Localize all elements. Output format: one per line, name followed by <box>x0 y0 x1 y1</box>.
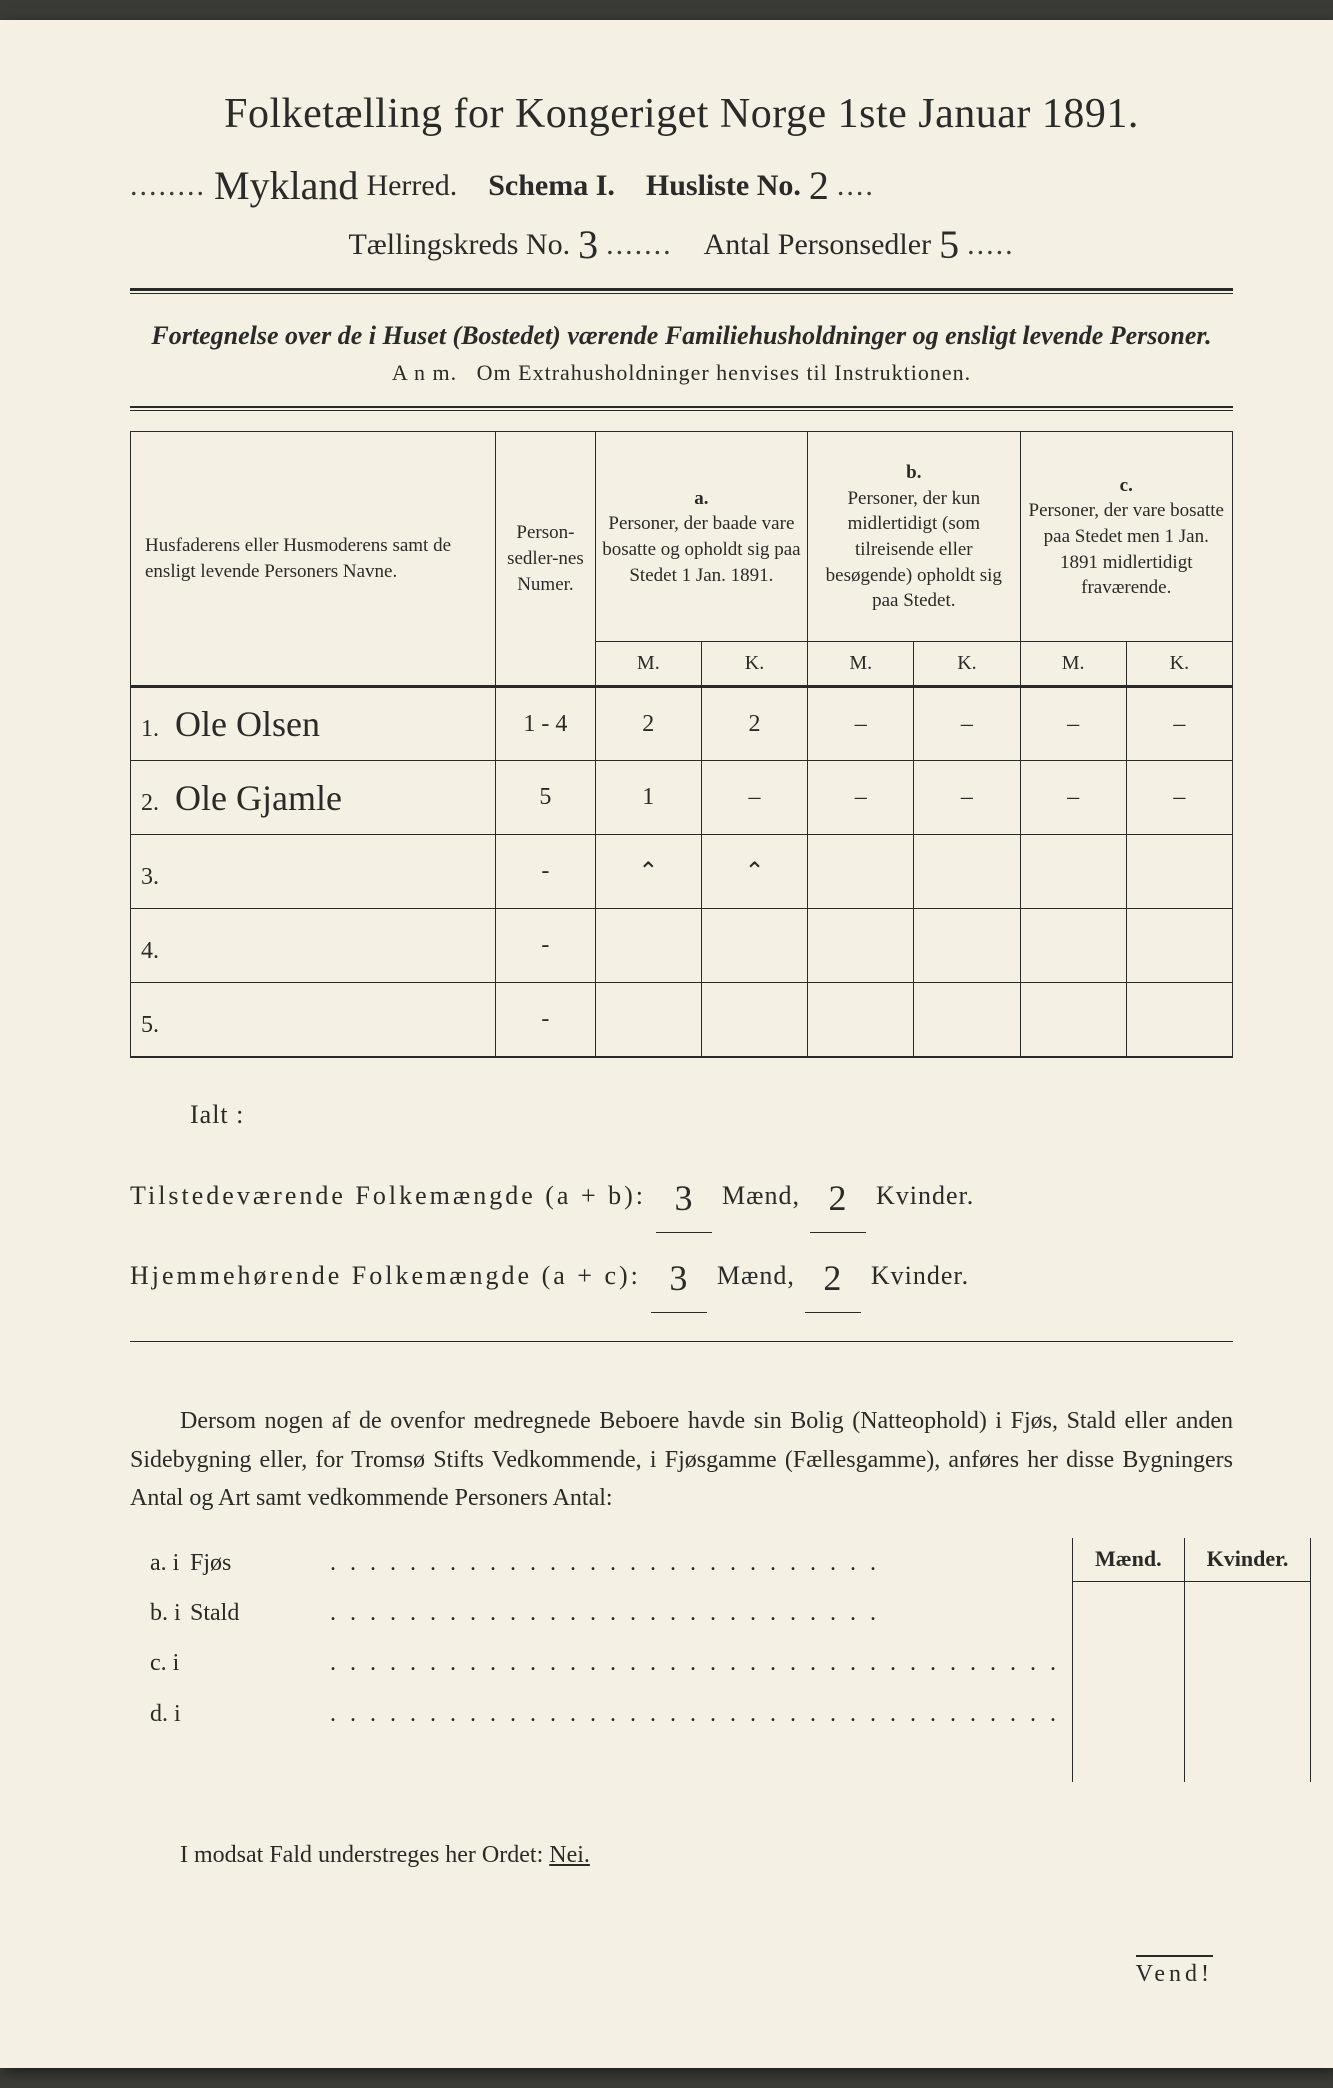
totals-section: Ialt : Tilstedeværende Folkemængde (a + … <box>130 1086 1233 1314</box>
nei-word: Nei. <box>549 1842 590 1868</box>
divider <box>130 288 1233 294</box>
sedler-label: Antal Personsedler <box>704 228 931 262</box>
col-b-m: M. <box>808 642 914 687</box>
list-item: c. i . . . . . . . . . . . . . . . . . .… <box>130 1638 1060 1688</box>
header-line-2: Tællingskreds No. 3 ....... Antal Person… <box>130 217 1233 264</box>
husliste-label: Husliste No. <box>646 169 801 203</box>
anm-note: A n m. Om Extrahusholdninger henvises ti… <box>130 360 1233 386</box>
dots: ..... <box>967 228 1015 262</box>
kreds-label: Tællingskreds No. <box>348 228 570 262</box>
husliste-no: 2 <box>809 162 829 209</box>
table-row: 5. - <box>131 983 1233 1057</box>
household-table: Husfaderens eller Husmoderens samt de en… <box>130 431 1233 1058</box>
list-item: a. i Fjøs . . . . . . . . . . . . . . . … <box>130 1538 1060 1588</box>
total-k1: 2 <box>828 1178 847 1218</box>
list-item: b. i Stald . . . . . . . . . . . . . . .… <box>130 1588 1060 1638</box>
herred-label: Herred. <box>366 169 457 203</box>
vend-label: Vend! <box>1136 1955 1213 1988</box>
herred-handwritten: Mykland <box>214 162 358 209</box>
divider <box>130 1341 1233 1342</box>
col-header-names: Husfaderens eller Husmoderens samt de en… <box>131 432 496 687</box>
nei-line: I modsat Fald understreges her Ordet: Ne… <box>130 1842 1233 1869</box>
col-header-b: b. Personer, der kun midlertidigt (som t… <box>808 432 1020 642</box>
sedler-no: 5 <box>939 221 959 268</box>
table-row: 1. Ole Olsen 1 - 4 2 2 – – – – <box>131 687 1233 761</box>
total-k2: 2 <box>823 1258 842 1298</box>
sidebygning-section: a. i Fjøs . . . . . . . . . . . . . . . … <box>130 1538 1233 1782</box>
col-c-m: M. <box>1020 642 1126 687</box>
table-row: 4. - <box>131 909 1233 983</box>
schema-label: Schema I. <box>488 169 615 203</box>
totals-line-ac: Hjemmehørende Folkemængde (a + c): 3 Mæn… <box>130 1233 1233 1313</box>
sidebygning-paragraph: Dersom nogen af de ovenfor medregnede Be… <box>130 1402 1233 1517</box>
header-line-1: ........ Mykland Herred. Schema I. Husli… <box>130 158 1233 205</box>
mk-mini-table: Mænd. Kvinder. <box>1072 1538 1311 1782</box>
table-body: 1. Ole Olsen 1 - 4 2 2 – – – – 2. Ole Gj… <box>131 687 1233 1057</box>
dots: ....... <box>606 228 673 262</box>
table-row: 3. - ⌃ ⌃ <box>131 835 1233 909</box>
col-a-k: K. <box>701 642 807 687</box>
totals-line-ab: Tilstedeværende Folkemængde (a + b): 3 M… <box>130 1153 1233 1233</box>
col-header-a: a. Personer, der baade vare bosatte og o… <box>595 432 807 642</box>
mk-header-m: Mænd. <box>1073 1538 1185 1582</box>
form-subtitle: Fortegnelse over de i Huset (Bostedet) v… <box>130 318 1233 354</box>
mk-header-k: Kvinder. <box>1184 1538 1311 1582</box>
col-header-c: c. Personer, der vare bosatte paa Stedet… <box>1020 432 1232 642</box>
col-b-k: K. <box>914 642 1020 687</box>
col-c-k: K. <box>1126 642 1232 687</box>
total-m1: 3 <box>675 1178 694 1218</box>
col-header-number: Person-sedler-nes Numer. <box>496 432 596 687</box>
list-item: d. i . . . . . . . . . . . . . . . . . .… <box>130 1689 1060 1739</box>
col-a-m: M. <box>595 642 701 687</box>
ialt-label: Ialt : <box>130 1086 1233 1143</box>
table-row: 2. Ole Gjamle 5 1 – – – – – <box>131 761 1233 835</box>
sidebygning-list: a. i Fjøs . . . . . . . . . . . . . . . … <box>130 1538 1060 1740</box>
divider <box>130 406 1233 411</box>
dots: .... <box>837 169 875 203</box>
kreds-no: 3 <box>578 221 598 268</box>
dots: ........ <box>130 169 206 203</box>
total-m2: 3 <box>669 1258 688 1298</box>
census-form-page: Folketælling for Kongeriget Norge 1ste J… <box>0 20 1333 2068</box>
page-title: Folketælling for Kongeriget Norge 1ste J… <box>130 90 1233 138</box>
